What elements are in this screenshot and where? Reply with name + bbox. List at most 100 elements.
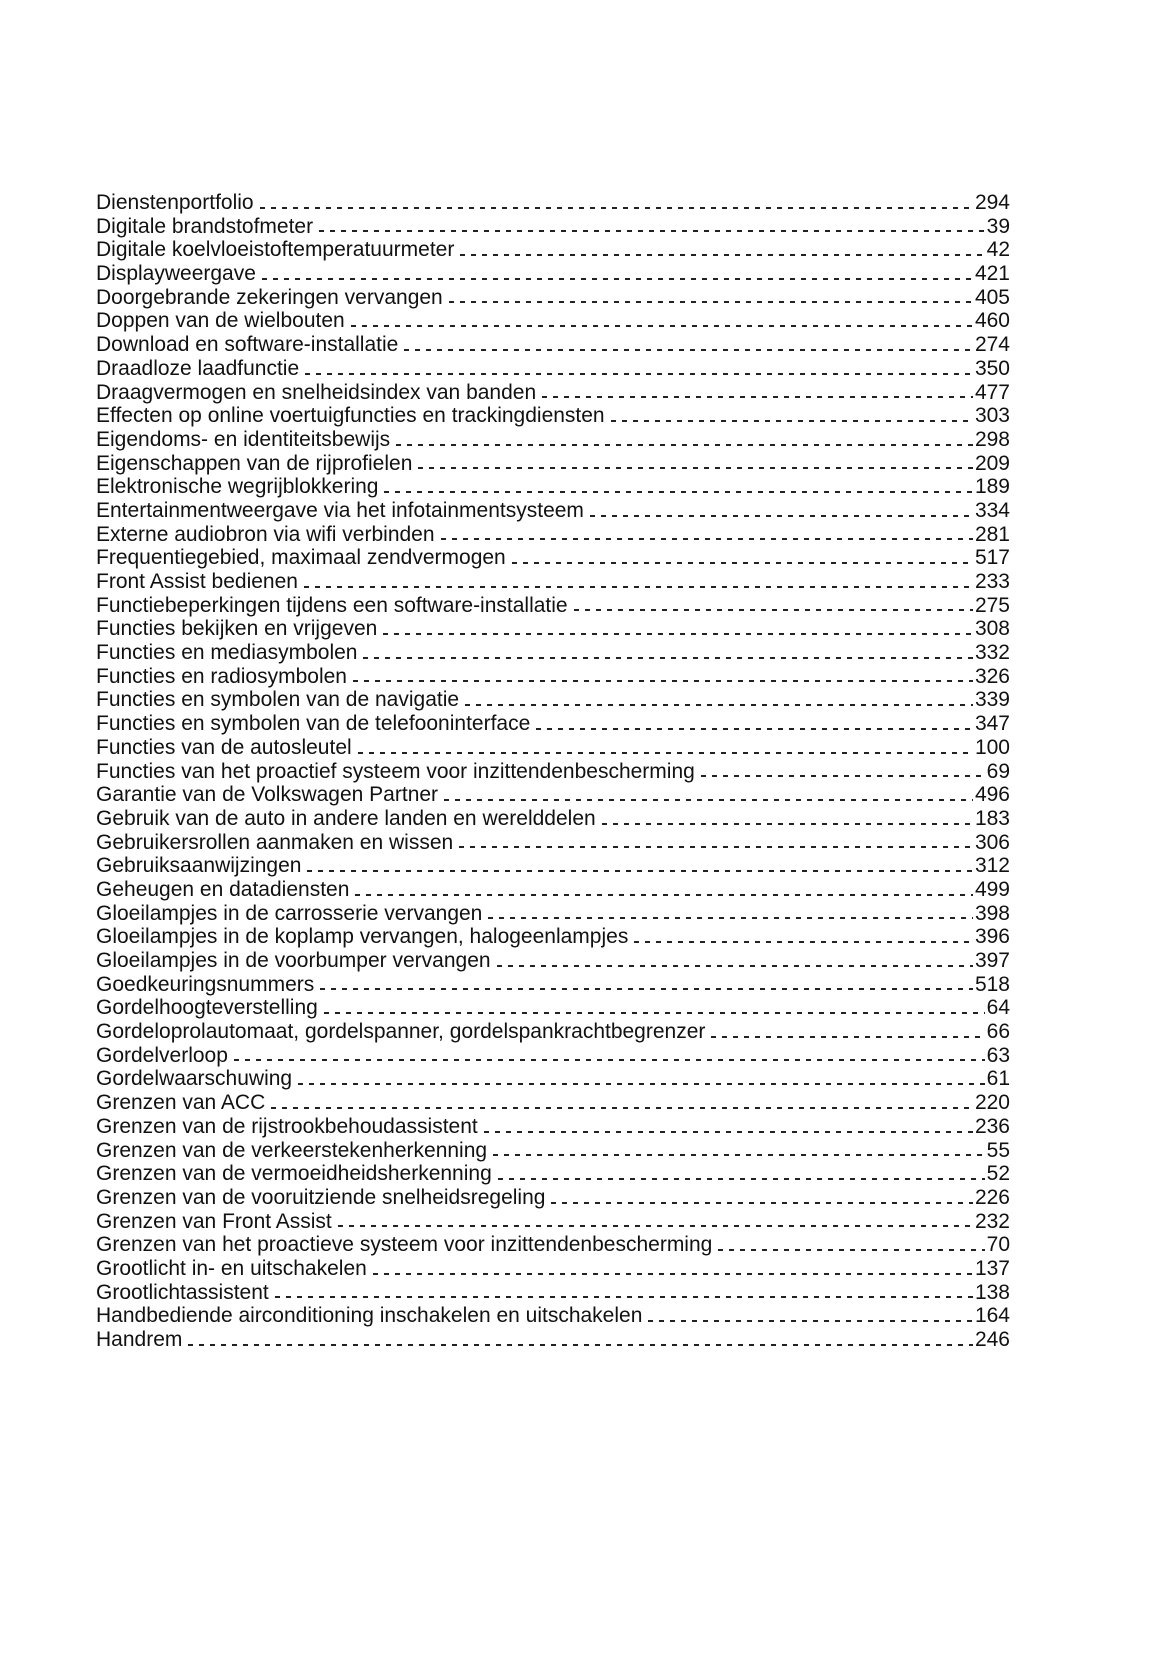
index-entry: Eigenschappen van de rijprofielen 209 — [96, 452, 1010, 476]
index-term: Functies en symbolen van de telefooninte… — [96, 712, 531, 736]
dot-leader — [274, 1296, 973, 1299]
dot-leader — [259, 206, 973, 209]
page-number: 164 — [974, 1304, 1010, 1328]
dot-leader — [303, 585, 973, 588]
index-entry: Grootlicht in- en uitschakelen 137 — [96, 1257, 1010, 1281]
page-number: 308 — [974, 617, 1010, 641]
dot-leader — [372, 1272, 973, 1275]
page-number: 183 — [974, 806, 1010, 830]
index-term: Eigenschappen van de rijprofielen — [96, 451, 413, 475]
page-number: 326 — [974, 664, 1010, 688]
index-term: Grenzen van de verkeerstekenherkenning — [96, 1138, 488, 1162]
index-entry: Grenzen van ACC 220 — [96, 1091, 1010, 1115]
dot-leader — [188, 1343, 973, 1346]
page-number: 275 — [974, 593, 1010, 617]
dot-leader — [384, 490, 973, 493]
index-term: Functies en symbolen van de navigatie — [96, 688, 460, 712]
index-term: Gebruik van de auto in andere landen en … — [96, 806, 596, 830]
page-number: 339 — [974, 688, 1010, 712]
index-entry: Grenzen van het proactieve systeem voor … — [96, 1233, 1010, 1257]
index-term: Grenzen van ACC — [96, 1091, 266, 1115]
index-entry: Doppen van de wielbouten 460 — [96, 309, 1010, 333]
dot-leader — [307, 869, 973, 872]
page-number: 350 — [974, 356, 1010, 380]
index-entry: Digitale koelvloeistoftemperatuurmeter 42 — [96, 238, 1010, 262]
index-term: Grootlicht in- en uitschakelen — [96, 1256, 367, 1280]
index-term: Grenzen van de rijstrookbehoudassistent — [96, 1114, 478, 1138]
index-entry: Grenzen van de vermoeidheidsherkenning 52 — [96, 1162, 1010, 1186]
dot-leader — [511, 562, 973, 564]
page-number: 232 — [974, 1209, 1010, 1233]
index-term: Functies van de autosleutel — [96, 735, 352, 759]
index-entry: Gordelverloop 63 — [96, 1044, 1010, 1068]
index-term: Grenzen van Front Assist — [96, 1209, 332, 1233]
dot-leader — [271, 1106, 973, 1109]
index-term: Functies en radiosymbolen — [96, 664, 347, 688]
dot-leader — [444, 798, 973, 801]
page-number: 397 — [974, 949, 1010, 972]
dot-leader — [589, 514, 973, 517]
page-number: 226 — [974, 1185, 1010, 1209]
index-entry: Gordeloprolautomaat, gordelspanner, gord… — [96, 1020, 1010, 1044]
dot-leader — [459, 846, 973, 849]
index-term: Gordelwaarschuwing — [96, 1067, 293, 1091]
dot-leader — [488, 917, 973, 920]
dot-leader — [711, 1035, 985, 1038]
index-term: Draagvermogen en snelheidsindex van band… — [96, 380, 537, 404]
index-entry: Entertainmentweergave via het infotainme… — [96, 499, 1010, 523]
dot-leader — [320, 988, 973, 991]
page-number: 405 — [974, 285, 1010, 309]
index-term: Functies bekijken en vrijgeven — [96, 617, 378, 641]
index-term: Grenzen van het proactieve systeem voor … — [96, 1233, 713, 1257]
dot-leader — [357, 751, 973, 754]
index-entry: Functies en symbolen van de telefooninte… — [96, 712, 1010, 736]
dot-leader — [319, 230, 985, 233]
index-term: Handrem — [96, 1328, 183, 1351]
page-number: 294 — [974, 191, 1010, 214]
index-term: Gloeilampjes in de voorbumper vervangen — [96, 949, 491, 972]
page-number: 64 — [986, 996, 1010, 1020]
index-entry: Grenzen van de rijstrookbehoudassistent 2… — [96, 1115, 1010, 1139]
dot-leader — [648, 1320, 973, 1322]
page-number: 63 — [986, 1043, 1010, 1067]
index-entry: Externe audiobron via wifi verbinden 281 — [96, 523, 1010, 547]
index-entry: Gebruiksaanwijzingen 312 — [96, 854, 1010, 878]
dot-leader — [337, 1225, 973, 1228]
page-number: 281 — [974, 522, 1010, 546]
page-number: 274 — [974, 333, 1010, 357]
page-number: 39 — [986, 214, 1010, 238]
index-entry: Gloeilampjes in de koplamp vervangen, ha… — [96, 925, 1010, 949]
index-term: Download en software-installatie — [96, 333, 399, 357]
dot-leader — [536, 727, 973, 730]
index-entry: Gebruikersrollen aanmaken en wissen 306 — [96, 831, 1010, 855]
dot-leader — [298, 1083, 985, 1086]
index-term: Grenzen van de vooruitziende snelheidsre… — [96, 1185, 546, 1209]
page-number: 398 — [974, 901, 1010, 925]
dot-leader — [396, 443, 973, 446]
dot-leader — [465, 704, 973, 707]
index-entry: Frequentiegebied, maximaal zendvermogen 5… — [96, 546, 1010, 570]
index-entry: Gloeilampjes in de voorbumper vervangen 3… — [96, 949, 1010, 973]
index-entry: Functiebeperkingen tijdens een software-… — [96, 594, 1010, 618]
index-entry: Functies en symbolen van de navigatie 339 — [96, 688, 1010, 712]
index-entry: Gebruik van de auto in andere landen en … — [96, 807, 1010, 831]
index-term: Entertainmentweergave via het infotainme… — [96, 498, 584, 522]
page-number: 499 — [974, 877, 1010, 901]
page-number: 306 — [974, 830, 1010, 854]
index-term: Frequentiegebied, maximaal zendvermogen — [96, 546, 506, 570]
index-entry: Handrem 246 — [96, 1328, 1010, 1352]
dot-leader — [551, 1201, 973, 1204]
dot-leader — [404, 348, 973, 351]
dot-leader — [418, 467, 973, 470]
index-entry: Functies van het proactief systeem voor … — [96, 760, 1010, 784]
dot-leader — [440, 538, 973, 541]
page-number: 518 — [974, 972, 1010, 996]
index-entry: Gloeilampjes in de carrosserie vervangen… — [96, 902, 1010, 926]
page-number: 303 — [974, 404, 1010, 428]
index-term: Effecten op online voertuigfuncties en t… — [96, 404, 605, 428]
index-entry: Geheugen en datadiensten 499 — [96, 878, 1010, 902]
index-term: Front Assist bedienen — [96, 570, 298, 593]
dot-leader — [448, 301, 973, 304]
dot-leader — [700, 775, 985, 778]
page-number: 209 — [974, 451, 1010, 475]
